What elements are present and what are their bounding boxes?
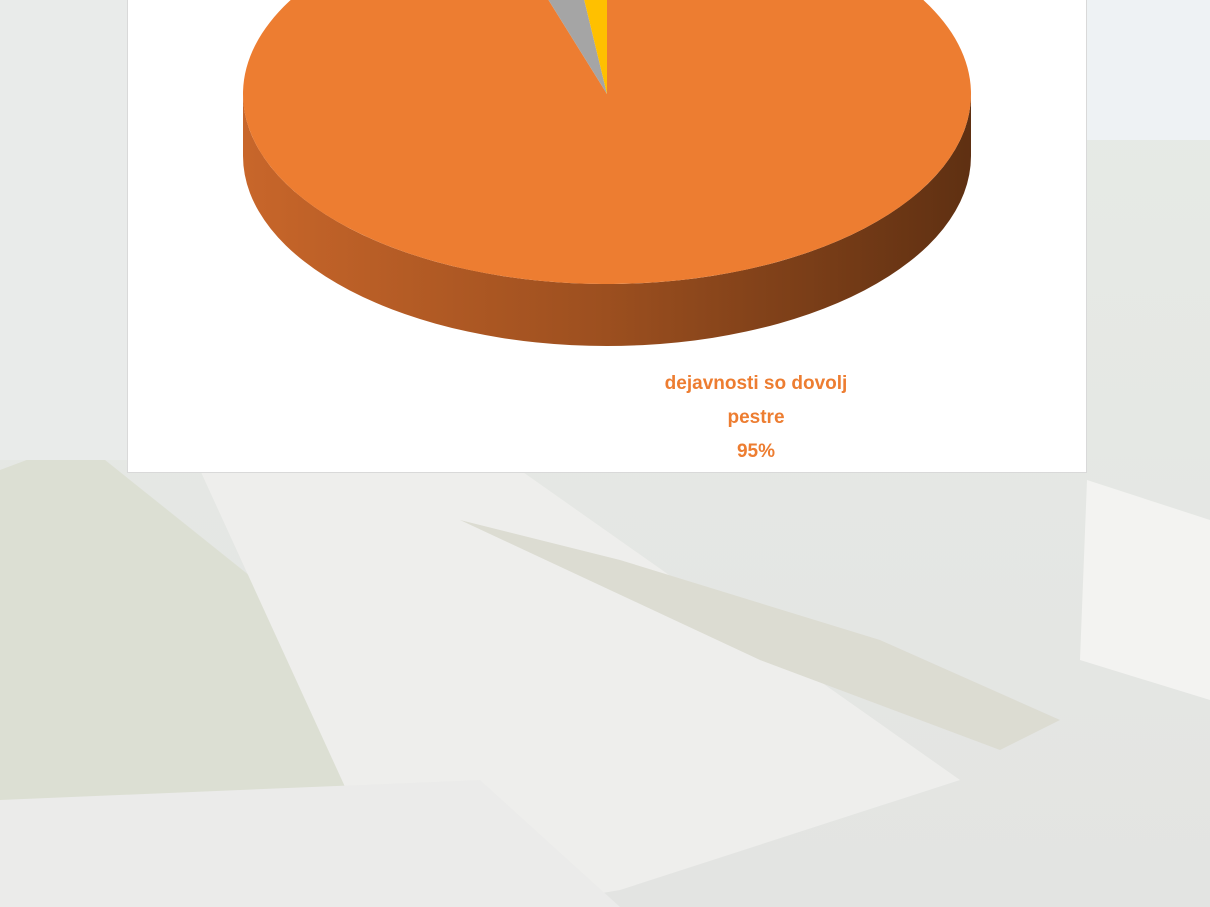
page: dejavnosti so dovolj pestre 95% (() => {… xyxy=(0,0,1210,907)
value-label: 95% xyxy=(656,435,856,469)
chart xyxy=(128,0,1088,474)
slice-label: dejavnosti so dovolj pestre xyxy=(656,367,856,435)
chart-area: dejavnosti so dovolj pestre 95% xyxy=(127,0,1087,473)
